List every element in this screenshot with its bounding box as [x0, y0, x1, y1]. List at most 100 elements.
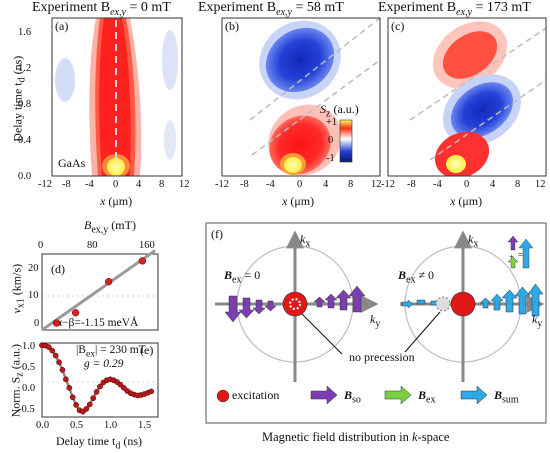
- panel-c-tag: (c): [391, 19, 405, 33]
- d-panel-tag: (d): [51, 262, 65, 276]
- panel-c-heatmap: [388, 18, 546, 176]
- panel-c-title: Experiment Bex,y = 173 mT: [378, 0, 531, 18]
- f-right-kx-label: kx: [468, 232, 479, 250]
- e-x-tick: 1.5: [138, 420, 152, 431]
- b-x-tick: -4: [266, 179, 275, 190]
- d-data-point: [105, 277, 113, 286]
- f-panel-tag: (f): [211, 227, 223, 241]
- heatmap-panels: [51, 17, 547, 177]
- c-x-tick: -12: [381, 179, 395, 190]
- panel-b-title: Experiment Bex,y = 58 mT: [198, 0, 344, 18]
- e-data-point: [52, 352, 59, 359]
- e-x-tick: 0.0: [36, 420, 50, 431]
- colorbar: [339, 119, 353, 163]
- b-x-tick: -8: [240, 179, 249, 190]
- d-y-tick: 0: [34, 318, 40, 329]
- colorbar-tick-minus1: -1: [326, 153, 335, 164]
- panel-a-tag: (a): [55, 19, 69, 33]
- e-data-point: [73, 402, 79, 408]
- panel-a-title: Experiment Bex,y = 0 mT: [32, 0, 171, 18]
- e-annotation-g: g = 0.29: [84, 358, 124, 370]
- f-right-ky-label: ky: [532, 312, 543, 330]
- e-data-point: [83, 406, 90, 412]
- f-left-ky-label: ky: [370, 312, 381, 330]
- e-y-tick: 0.0: [22, 383, 36, 394]
- y-tick-12: 1.2: [18, 63, 32, 74]
- d-data-point: [52, 319, 61, 327]
- b-x-tick: 0: [297, 179, 303, 190]
- d-data-point: [138, 257, 146, 265]
- e-x-tick: 0.5: [70, 420, 84, 431]
- a-x-tick: -8: [62, 179, 71, 190]
- e-annotation-field: |Bex| = 230 mT: [76, 344, 146, 360]
- e-x-tick: 1.0: [104, 420, 118, 431]
- y-tick-16: 1.6: [18, 27, 32, 38]
- e-data-point: [59, 367, 66, 373]
- legend-bex: Bex: [418, 388, 436, 406]
- panel-b-heatmap: [222, 18, 380, 176]
- c-x-tick: 8: [515, 179, 521, 190]
- panel-d-e-plots: [39, 249, 159, 418]
- gaas-label: GaAs: [58, 156, 86, 170]
- c-x-tick: -8: [407, 179, 416, 190]
- e-data-point: [66, 384, 73, 391]
- e-y-tick: 1.0: [22, 341, 36, 352]
- b-x-tick: -12: [215, 179, 229, 190]
- e-data-point: [56, 359, 62, 366]
- e-data-point: [63, 376, 69, 383]
- y-tick-00: 0.0: [18, 171, 32, 182]
- panel-b-tag: (b): [225, 19, 239, 33]
- right-bsum-arrows: [401, 283, 544, 317]
- svg-text:=: =: [518, 250, 523, 260]
- legend-bsum: Bsum: [494, 388, 519, 406]
- e-data-point: [49, 347, 56, 354]
- d-top-tick: 160: [139, 240, 155, 251]
- b-x-tick: 4: [323, 179, 329, 190]
- a-x-tick: 8: [159, 179, 165, 190]
- colorbar-tick-plus1: +1: [326, 117, 338, 128]
- b-x-tick: 8: [348, 179, 354, 190]
- e-data-point: [93, 389, 100, 395]
- d-top-tick: 0: [38, 240, 44, 251]
- d-top-tick: 80: [87, 240, 98, 251]
- a-x-tick: -4: [85, 179, 94, 190]
- a-x-label: x (μm): [100, 194, 133, 208]
- e-data-point: [148, 388, 155, 395]
- f-right-bex-label: Bex ≠ 0: [398, 268, 435, 286]
- f-left-kx-label: kx: [300, 232, 311, 250]
- legend-bso: Bso: [344, 388, 361, 406]
- e-y-tick: -0.5: [18, 404, 35, 415]
- a-x-tick: 0: [113, 179, 119, 190]
- svg-text:+: +: [509, 252, 514, 262]
- panel-a-heatmap: [52, 18, 182, 176]
- c-x-label: x (μm): [450, 194, 483, 208]
- d-data-point: [71, 309, 80, 317]
- e-data-point: [69, 394, 76, 401]
- b-x-label: x (μm): [282, 194, 315, 208]
- d-y-tick: 10: [28, 290, 39, 301]
- e-data-point: [45, 344, 52, 350]
- left-bso-arrows: [224, 285, 366, 323]
- e-data-point: [97, 383, 103, 390]
- e-x-axis-label: Delay time td (ns): [56, 434, 142, 452]
- vector-sum-inset: + =: [507, 235, 534, 269]
- e-data-point: [86, 401, 93, 408]
- c-x-tick: 4: [490, 179, 496, 190]
- panel-f-diagram: + =: [205, 222, 547, 424]
- legend-excitation: excitation: [232, 388, 280, 402]
- panel-f-caption: Magnetic field distribution in k-space: [262, 430, 450, 444]
- d-top-axis-label: Bex,y (mT): [84, 218, 136, 236]
- y-tick-08: 0.8: [18, 99, 32, 110]
- d-annotation: α−β=-1.15 meVÅ: [56, 317, 139, 329]
- c-x-tick: 0: [464, 179, 470, 190]
- d-y-tick: 20: [28, 263, 39, 274]
- colorbar-tick-0: 0: [328, 135, 334, 146]
- c-x-tick: -4: [433, 179, 442, 190]
- y-tick-04: 0.4: [18, 135, 32, 146]
- b-x-tick: 12: [371, 179, 382, 190]
- e-y-tick: 0.5: [22, 362, 36, 373]
- d-fit-line: [41, 249, 156, 332]
- no-precession-label: no precession: [349, 350, 415, 364]
- a-x-tick: -12: [38, 179, 52, 190]
- a-x-tick: 12: [179, 179, 190, 190]
